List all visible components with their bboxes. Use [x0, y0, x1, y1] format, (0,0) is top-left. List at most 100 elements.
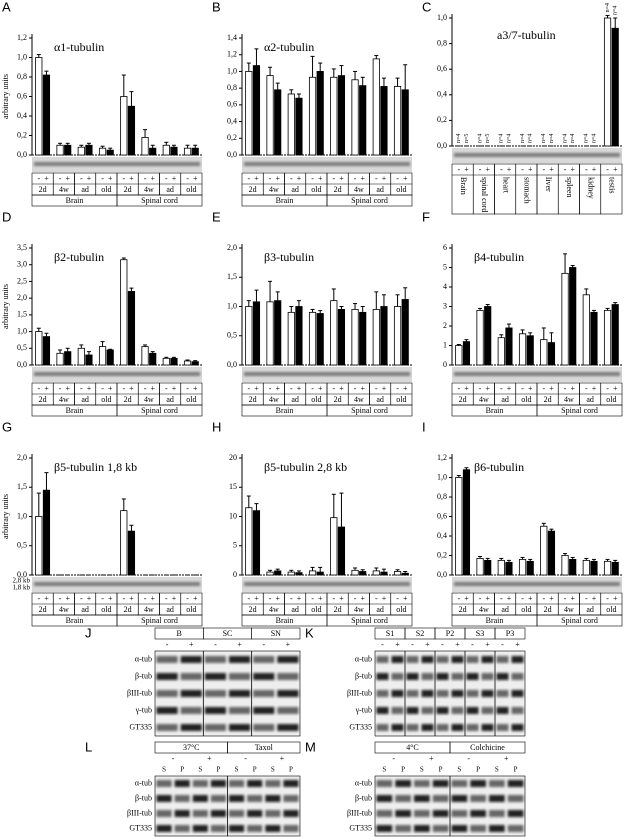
- decoration: [229, 690, 251, 697]
- decoration: [156, 810, 172, 817]
- bar: [372, 309, 380, 366]
- n-label: n=4: [591, 134, 597, 143]
- group-cell: [326, 614, 413, 627]
- x-tick-label: 2d: [249, 605, 257, 614]
- band-label: 1,8 kb: [13, 584, 31, 592]
- series-sign: -: [457, 594, 460, 603]
- series-sign: +: [485, 165, 490, 174]
- series-sign: -: [396, 384, 399, 393]
- bar: [35, 516, 43, 576]
- bar: [540, 525, 548, 576]
- decoration: [451, 724, 464, 731]
- sign-label: +: [504, 754, 509, 763]
- sign-label: -: [441, 640, 444, 649]
- x-tick-label: 2d: [124, 605, 132, 614]
- group-label: Brain: [486, 616, 504, 625]
- series-sign: -: [37, 594, 40, 603]
- group-label: Spinal cord: [351, 616, 388, 625]
- bar: [266, 301, 274, 366]
- series-sign: +: [485, 594, 490, 603]
- series-sign: +: [464, 384, 469, 393]
- bar: [295, 572, 303, 576]
- decoration: [496, 673, 509, 680]
- bar: [547, 342, 556, 366]
- decoration: [466, 673, 479, 680]
- decoration: [414, 810, 430, 817]
- bar: [266, 75, 274, 156]
- y-tick-label: 1,0: [437, 472, 447, 481]
- decoration: [421, 724, 434, 731]
- series-sign: +: [87, 174, 92, 183]
- series-sign: +: [254, 384, 259, 393]
- decoration: [391, 690, 404, 697]
- bar: [106, 349, 114, 366]
- x-tick-label: old: [396, 185, 406, 194]
- bar: [476, 309, 484, 366]
- series-sign: -: [479, 165, 482, 174]
- bar: [316, 571, 324, 576]
- decoration: [436, 724, 449, 731]
- bar: [455, 477, 463, 576]
- decoration: [247, 825, 263, 832]
- decoration: [432, 810, 449, 817]
- x-tick-label: 4w: [59, 605, 69, 614]
- fraction-label: P: [401, 766, 405, 774]
- x-tick-label: old: [186, 605, 196, 614]
- group-cell: [116, 194, 203, 207]
- x-tick-label: ad: [376, 185, 384, 194]
- decoration: [391, 656, 404, 663]
- sign-label: +: [207, 754, 212, 763]
- group-label: Spinal cord: [351, 406, 388, 415]
- bar: [351, 79, 359, 156]
- decoration: [436, 656, 449, 663]
- series-sign: -: [564, 165, 567, 174]
- n-label: n=4: [528, 134, 534, 143]
- sign-label: +: [515, 640, 520, 649]
- decoration: [265, 780, 281, 787]
- bar: [308, 311, 317, 366]
- series-sign: -: [165, 384, 168, 393]
- group-label: S3: [476, 629, 484, 638]
- series-sign: -: [247, 594, 250, 603]
- y-axis-label: arbitrary units: [1, 284, 10, 329]
- panel-letter: A: [2, 0, 11, 14]
- x-tick-label: 2d: [124, 185, 132, 194]
- bar: [170, 146, 178, 156]
- decoration: [244, 372, 410, 376]
- x-tick-label: old: [521, 605, 531, 614]
- series-sign: +: [193, 174, 198, 183]
- bar: [287, 571, 295, 576]
- bar: [106, 149, 114, 156]
- series-sign: -: [186, 384, 189, 393]
- decoration: [34, 372, 200, 376]
- decoration: [174, 825, 190, 832]
- sign-label: -: [411, 640, 414, 649]
- bar: [330, 300, 338, 366]
- fraction-label: P: [439, 766, 443, 774]
- decoration: [470, 810, 486, 817]
- series-sign: -: [375, 594, 378, 603]
- x-tick-label: Brain: [459, 177, 468, 195]
- y-tick-label: 0,2: [17, 130, 27, 139]
- x-tick-label: liver: [544, 177, 553, 192]
- decoration: [277, 724, 299, 731]
- group-cell: [326, 194, 413, 207]
- group-label: Brain: [276, 616, 294, 625]
- decoration: [229, 673, 251, 680]
- n-label: n=4: [499, 134, 505, 143]
- series-sign: -: [521, 594, 524, 603]
- x-tick-label: 4w: [564, 605, 574, 614]
- decoration: [481, 656, 494, 663]
- y-tick-label: 1,2: [17, 33, 27, 42]
- x-tick-label: 4w: [144, 185, 154, 194]
- series-sign: -: [144, 174, 147, 183]
- y-tick-label: 0,0: [437, 141, 447, 150]
- panel-letter: F: [422, 209, 430, 224]
- bar: [56, 352, 64, 366]
- group-label: Brain: [66, 616, 84, 625]
- series-sign: +: [464, 594, 469, 603]
- panel-letter: J: [85, 625, 92, 640]
- sign-label: -: [262, 640, 265, 649]
- bar: [245, 507, 253, 576]
- decoration: [432, 780, 449, 787]
